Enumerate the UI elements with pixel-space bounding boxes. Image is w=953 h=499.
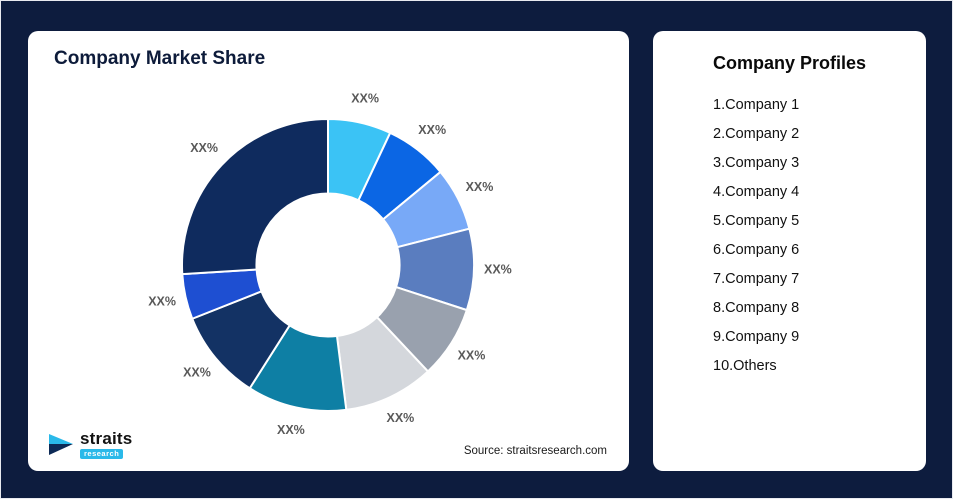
segment-label-5: XX% [458, 348, 486, 362]
segment-label-8: XX% [183, 366, 211, 380]
profile-list-item: 9.Company 9 [713, 328, 800, 345]
donut-chart: XX% XX% XX% XX% XX% XX% XX% XX% XX% XX% [28, 73, 629, 445]
chart-title: Company Market Share [54, 48, 266, 69]
source-attribution: Source: straitsresearch.com [463, 445, 607, 457]
market-share-card: Company Market Share XX% XX% XX% XX% XX% XX% X… [28, 31, 629, 471]
profile-list-item: 1.Company 1 [713, 96, 800, 113]
segment-label-3: XX% [466, 180, 494, 194]
profile-list-item: 2.Company 2 [713, 125, 800, 142]
company-profiles-card: Company Profiles 1.Company 1 2.Company 2 3… [653, 31, 926, 471]
donut-chart-svg: XX% XX% XX% XX% XX% XX% XX% XX% XX% XX% [148, 91, 512, 437]
segment-label-2: XX% [418, 123, 446, 137]
profile-list-item: 5.Company 5 [713, 212, 800, 229]
company-profiles-list: 1.Company 1 2.Company 2 3.Company 3 4.Compa… [671, 90, 908, 380]
profile-list-item: 8.Company 8 [713, 299, 800, 316]
logo-arrow-icon [49, 434, 73, 456]
logo-name: straits [80, 428, 133, 448]
segment-label-7: XX% [277, 423, 305, 437]
segment-label-10: XX% [190, 141, 218, 155]
profile-list-item: 3.Company 3 [713, 154, 800, 171]
profile-list-item: 6.Company 6 [713, 241, 800, 258]
logo-subtitle: research [80, 448, 124, 459]
profile-list-item: 4.Company 4 [713, 183, 800, 200]
straits-research-logo: straits research [48, 428, 133, 459]
segment-label-1: XX% [351, 91, 379, 105]
profile-list-item: 7.Company 7 [713, 270, 800, 287]
profiles-title: Company Profiles [712, 53, 867, 73]
logo-text: straits research [80, 428, 133, 459]
segment-label-4: XX% [484, 263, 512, 277]
segment-label-9: XX% [148, 294, 176, 308]
profile-list-item: 10.Others [713, 357, 777, 374]
donut-segment-10 [181, 118, 329, 276]
segment-label-6: XX% [387, 411, 415, 425]
